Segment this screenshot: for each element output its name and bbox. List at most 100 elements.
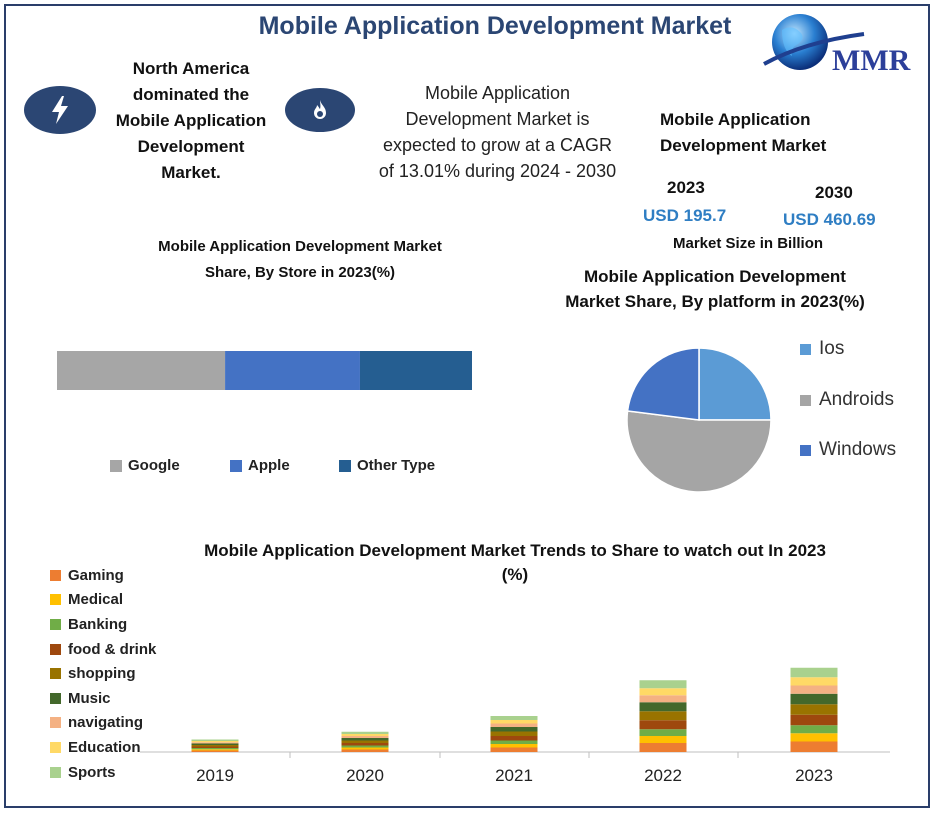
legend-androids: Androids bbox=[800, 389, 894, 411]
legend-swatch bbox=[50, 594, 61, 606]
legend-label: Google bbox=[128, 457, 180, 474]
region-line: North America bbox=[132, 59, 250, 78]
legend-ios: Ios bbox=[800, 338, 844, 360]
bar-segment-2021-shopping bbox=[490, 731, 538, 736]
bar-segment-2022-medical bbox=[639, 736, 687, 743]
size-title-line: Mobile Application bbox=[660, 110, 811, 129]
bar-segment-2021-navigating bbox=[490, 723, 538, 727]
legend-banking: Banking bbox=[50, 612, 156, 637]
platform-title-line: Market Share, By platform in 2023(%) bbox=[565, 292, 865, 311]
store-bar-segment-other-type bbox=[359, 351, 472, 390]
legend-apple: Apple bbox=[230, 457, 290, 474]
legend-swatch bbox=[50, 668, 61, 680]
bar-segment-2020-education bbox=[341, 734, 389, 736]
trends-x-axis-labels: 2019 2020 2021 2022 2023 bbox=[0, 766, 935, 790]
infographic-frame bbox=[4, 4, 930, 808]
x-tick-label: 2020 bbox=[346, 766, 384, 785]
bar-segment-2023-gaming bbox=[790, 741, 838, 752]
x-tick-label: 2021 bbox=[495, 766, 533, 785]
legend-label: food & drink bbox=[68, 640, 157, 658]
size-title-line: Development Market bbox=[660, 136, 827, 155]
legend-swatch bbox=[50, 692, 61, 704]
bar-segment-2021-food-drink bbox=[490, 736, 538, 741]
cagr-line: expected to grow at a CAGR bbox=[382, 135, 613, 155]
bar-segment-2022-food-drink bbox=[639, 720, 687, 730]
legend-label: navigating bbox=[68, 714, 144, 732]
legend-label: shopping bbox=[68, 665, 136, 683]
bar-segment-2019-navigating bbox=[191, 742, 239, 744]
bar-segment-2023-shopping bbox=[790, 704, 838, 715]
bar-segment-2020-gaming bbox=[341, 749, 389, 752]
legend-label: Music bbox=[68, 689, 111, 707]
store-title-line: Mobile Application Development Market bbox=[158, 238, 442, 255]
bar-segment-2019-education bbox=[191, 741, 239, 743]
bar-segment-2022-shopping bbox=[639, 711, 687, 721]
legend-label: Medical bbox=[68, 591, 124, 609]
legend-other: Other Type bbox=[339, 457, 435, 474]
legend-sports: Sports bbox=[50, 760, 156, 785]
cagr-line: Development Market is bbox=[405, 109, 590, 129]
region-statement: North America dominated the Mobile Appli… bbox=[96, 56, 286, 186]
legend-label: Sports bbox=[68, 763, 116, 781]
bar-segment-2022-education bbox=[639, 688, 687, 696]
bar-segment-2021-medical bbox=[490, 744, 538, 748]
legend-navigating: navigating bbox=[50, 711, 156, 736]
legend-medical: Medical bbox=[50, 588, 156, 613]
legend-swatch bbox=[800, 343, 811, 355]
legend-google: Google bbox=[110, 457, 180, 474]
pie-slice-windows bbox=[626, 347, 700, 421]
bar-segment-2023-sports bbox=[790, 667, 838, 678]
size-caption: Market Size in Billion bbox=[673, 235, 824, 252]
platform-pie-chart bbox=[626, 347, 772, 493]
trends-title-line: (%) bbox=[501, 565, 529, 584]
bar-segment-2023-food-drink bbox=[790, 714, 838, 726]
legend-swatch bbox=[230, 459, 242, 472]
platform-chart-title: Mobile Application Development Market Sh… bbox=[525, 264, 905, 314]
x-tick-label: 2023 bbox=[795, 766, 833, 785]
trends-bar-chart bbox=[140, 667, 890, 758]
bar-segment-2023-music bbox=[790, 693, 838, 705]
trends-chart-title: Mobile Application Development Market Tr… bbox=[160, 539, 870, 587]
cagr-statement: Mobile Application Development Market is… bbox=[360, 80, 635, 184]
bar-segment-2023-education bbox=[790, 677, 838, 686]
bar-segment-2019-sports bbox=[191, 739, 239, 741]
bar-segment-2021-sports bbox=[490, 716, 538, 720]
legend-music: Music bbox=[50, 686, 156, 711]
year-2030: 2030 bbox=[815, 183, 853, 202]
store-title-line: Share, By Store in 2023(%) bbox=[204, 264, 396, 281]
region-line: Market. bbox=[161, 163, 221, 182]
bar-segment-2020-music bbox=[341, 738, 389, 741]
legend-label: Education bbox=[68, 738, 141, 756]
bar-segment-2022-gaming bbox=[639, 743, 687, 752]
bar-segment-2019-food-drink bbox=[191, 746, 239, 748]
legend-swatch bbox=[50, 717, 61, 729]
legend-swatch bbox=[800, 444, 811, 456]
legend-label: Ios bbox=[819, 338, 845, 359]
pie-slice-androids bbox=[626, 410, 772, 493]
bar-segment-2023-banking bbox=[790, 725, 838, 734]
logo bbox=[760, 8, 930, 80]
legend-swatch bbox=[50, 643, 61, 655]
bar-segment-2021-banking bbox=[490, 740, 538, 744]
bar-segment-2020-navigating bbox=[341, 736, 389, 738]
bar-segment-2020-medical bbox=[341, 747, 389, 750]
bar-segment-2019-gaming bbox=[191, 750, 239, 752]
year-2023: 2023 bbox=[667, 178, 705, 197]
trends-legend: Gaming Medical Banking food & drink shop… bbox=[50, 563, 156, 784]
bar-segment-2019-medical bbox=[191, 749, 239, 751]
legend-swatch bbox=[50, 741, 61, 753]
globe-icon bbox=[763, 14, 865, 70]
bar-segment-2021-education bbox=[490, 720, 538, 724]
legend-label: Apple bbox=[248, 457, 290, 474]
bar-segment-2022-navigating bbox=[639, 695, 687, 703]
legend-label: Other Type bbox=[357, 457, 436, 474]
legend-label: Androids bbox=[819, 389, 894, 410]
legend-swatch bbox=[50, 766, 61, 778]
region-line: Development bbox=[137, 137, 245, 156]
value-2023: USD 195.7 bbox=[643, 206, 727, 225]
legend-windows: Windows bbox=[800, 439, 896, 461]
trends-title-line: Mobile Application Development Market Tr… bbox=[204, 541, 826, 560]
legend-gaming: Gaming bbox=[50, 563, 156, 588]
legend-label: Banking bbox=[68, 615, 128, 633]
logo-text: MMR bbox=[832, 44, 911, 77]
